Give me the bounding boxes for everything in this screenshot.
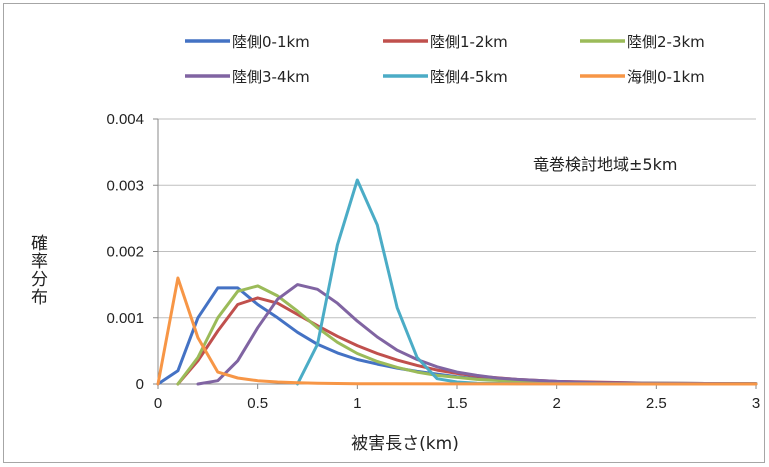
legend-label: 陸側4-5km bbox=[430, 68, 508, 86]
legend-label: 海側0-1km bbox=[627, 68, 705, 86]
x-tick-label: 0 bbox=[154, 395, 162, 412]
y-axis-title: 確率分布 bbox=[27, 234, 48, 306]
x-tick-label: 2 bbox=[552, 395, 560, 412]
region-annotation: 竜巻検討地域±5km bbox=[533, 155, 677, 174]
series-line-4 bbox=[296, 178, 758, 386]
y-tick-label: 0.004 bbox=[106, 111, 144, 128]
y-tick-label: 0.002 bbox=[106, 244, 144, 261]
y-tick-label: 0 bbox=[136, 376, 144, 393]
tick-labels: 0 0.001 0.002 0.003 0.004 0 0.5 1 1.5 2 2.5 3 bbox=[106, 111, 760, 412]
series-lines bbox=[156, 178, 758, 386]
gridlines bbox=[158, 118, 756, 319]
series-line-5 bbox=[156, 276, 758, 386]
legend-label: 陸側3-4km bbox=[232, 68, 310, 86]
y-tick-label: 0.001 bbox=[106, 310, 144, 327]
series-line-2 bbox=[176, 284, 758, 386]
x-tick-label: 1 bbox=[353, 395, 361, 412]
legend: 陸側0-1km 陸側1-2km 陸側2-3km 陸側3-4km 陸側4-5km 海側0-1… bbox=[185, 33, 705, 86]
x-axis-title: 被害長さ(km) bbox=[351, 434, 459, 454]
y-tick-label: 0.003 bbox=[106, 177, 144, 194]
x-tick-label: 3 bbox=[752, 395, 760, 412]
legend-label: 陸側0-1km bbox=[232, 33, 310, 51]
legend-label: 陸側2-3km bbox=[627, 33, 705, 51]
series-line-3 bbox=[196, 283, 758, 386]
legend-label: 陸側1-2km bbox=[430, 33, 508, 51]
chart-frame bbox=[3, 3, 765, 463]
x-tick-label: 1.5 bbox=[447, 395, 468, 412]
x-tick-label: 0.5 bbox=[247, 395, 268, 412]
x-tick-label: 2.5 bbox=[646, 395, 667, 412]
